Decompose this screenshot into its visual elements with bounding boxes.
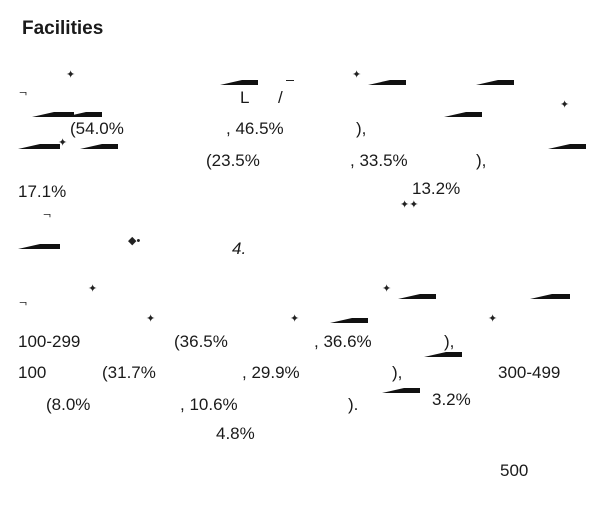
text-fragment: ), [392,363,403,382]
glyph-bar [398,294,436,299]
glyph-bar [382,388,420,393]
glyph-bar [18,144,60,149]
text-fragment: ). [348,395,359,414]
text-fragment: ), [444,332,455,351]
text-fragment: 13.2% [412,179,461,198]
text-fragment: 100 [18,363,47,382]
text-fragment: (23.5% [206,151,260,170]
text-fragment: , 46.5% [226,119,284,138]
glyph-bar [530,294,570,299]
glyph: ✦ [382,283,392,295]
glyph: ᆨ [18,85,29,97]
text-fragment: , 10.6% [180,395,238,414]
text-fragment: ), [476,151,487,170]
glyph-bar [32,112,74,117]
text-fragment: 3.2% [432,390,471,409]
text-fragment: (31.7% [102,363,156,382]
glyph: ✦ [488,313,498,325]
text-fragment: 500 [500,461,529,480]
glyph: ✦ [88,283,98,295]
glyph: ✦ [290,313,300,325]
text-fragment: (36.5% [174,332,228,351]
glyph: ✦ [58,137,68,149]
text-fragment: 100-299 [18,332,81,351]
glyph: ᆨ [42,207,53,219]
section-heading: Facilities [22,18,104,39]
glyph: ✦ [146,313,156,325]
glyph: ✦ [560,99,570,111]
text-fragment: , 33.5% [350,151,408,170]
text-fragment: ), [356,119,367,138]
text-fragment: (54.0% [70,119,124,138]
glyph-bar [476,80,514,85]
glyph-bar [80,144,118,149]
glyph-bar [18,244,60,249]
glyph-bar [548,144,586,149]
text-fragment: 300-499 [498,363,561,382]
glyph-bar [368,80,406,85]
text-fragment: , 29.9% [242,363,300,382]
glyph-bar [330,318,368,323]
glyph: ✦✦ [400,199,419,211]
glyph-bar [220,80,258,85]
glyph: ✦ [352,69,362,81]
text-fragment: (8.0% [46,395,91,414]
text-fragment: / [278,88,283,107]
text-fragment: L [240,88,250,107]
glyph-bar [424,352,462,357]
glyph [286,80,294,81]
text-fragment: 4. [232,239,247,258]
text-fragment: 17.1% [18,182,67,201]
glyph: ᆨ [18,295,29,307]
glyph: ✦ [66,69,76,81]
glyph: ◆• [128,235,141,247]
glyph-bar [444,112,482,117]
text-fragment: , 36.6% [314,332,372,351]
glyph-bar [64,112,102,117]
text-fragment: 4.8% [216,424,255,443]
